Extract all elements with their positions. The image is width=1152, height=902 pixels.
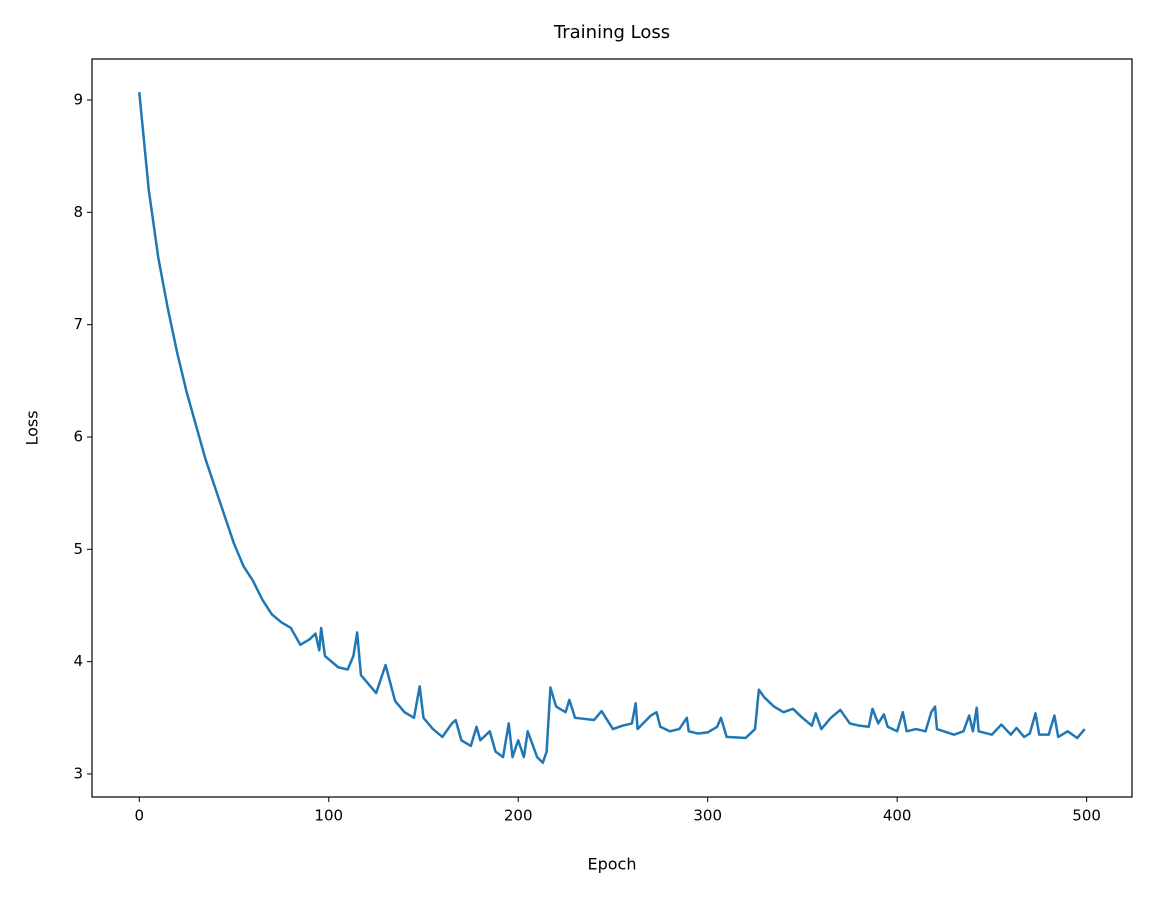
x-tick-label: 200 bbox=[504, 807, 533, 825]
y-tick-label: 3 bbox=[73, 764, 83, 782]
x-axis-label: Epoch bbox=[588, 855, 637, 874]
y-tick-label: 9 bbox=[73, 91, 83, 109]
y-tick-label: 4 bbox=[73, 652, 83, 670]
x-tick-label: 100 bbox=[314, 807, 343, 825]
y-tick-label: 7 bbox=[73, 315, 83, 333]
x-tick-label: 500 bbox=[1072, 807, 1101, 825]
x-tick-label: 0 bbox=[134, 807, 144, 825]
y-tick-label: 8 bbox=[73, 203, 83, 221]
x-tick-label: 300 bbox=[693, 807, 722, 825]
x-tick-label: 400 bbox=[883, 807, 912, 825]
chart-title: Training Loss bbox=[553, 22, 670, 43]
y-tick-label: 6 bbox=[73, 427, 83, 445]
y-tick-label: 5 bbox=[73, 540, 83, 558]
plot-frame bbox=[91, 58, 1133, 798]
y-axis-label: Loss bbox=[23, 410, 42, 445]
loss-line bbox=[138, 92, 1086, 764]
